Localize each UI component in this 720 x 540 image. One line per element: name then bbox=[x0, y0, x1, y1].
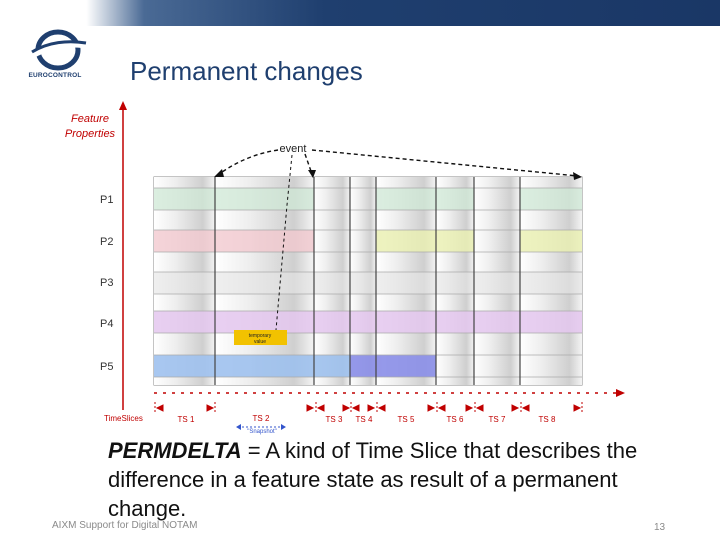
p4-band bbox=[154, 311, 582, 333]
permdelta-description: PERMDELTA = A kind of Time Slice that de… bbox=[108, 436, 688, 523]
column-separators bbox=[214, 177, 521, 385]
page-title: Permanent changes bbox=[130, 56, 363, 86]
timeslice-label-ts3: TS 3 bbox=[326, 415, 343, 424]
y-axis-label-line2: Properties bbox=[65, 128, 116, 140]
temporary-label-line1: temporary bbox=[249, 333, 272, 339]
property-label-p4: P4 bbox=[100, 318, 113, 330]
permdelta-definition: = A kind of Time Slice that describes th… bbox=[108, 438, 638, 521]
temporary-arrow bbox=[275, 154, 293, 331]
timeslice-label-ts5: TS 5 bbox=[398, 415, 415, 424]
event-arrowheads bbox=[214, 169, 582, 180]
timeslice-label-ts2: TS 2 bbox=[253, 414, 270, 423]
top-banner bbox=[0, 0, 720, 26]
property-label-p1: P1 bbox=[100, 194, 113, 206]
p2-band bbox=[154, 230, 582, 252]
event-label: event bbox=[280, 143, 307, 155]
property-label-p2: P2 bbox=[100, 236, 113, 248]
property-label-p3: P3 bbox=[100, 277, 113, 289]
p1-band bbox=[154, 188, 582, 210]
eurocontrol-logo-icon bbox=[30, 29, 88, 71]
timeslice-markers bbox=[154, 402, 583, 414]
y-axis-label-line1: Feature bbox=[71, 113, 109, 125]
temporary-value-box bbox=[234, 330, 287, 345]
timeslice-diagram: Feature Properties bbox=[65, 101, 625, 435]
footer-text: AIXM Support for Digital NOTAM bbox=[52, 520, 198, 531]
event-arrows bbox=[217, 149, 579, 177]
property-label-p5: P5 bbox=[100, 361, 113, 373]
timeslice-label-ts6: TS 6 bbox=[447, 415, 464, 424]
page-number: 13 bbox=[654, 522, 666, 533]
timeslice-label-ts1: TS 1 bbox=[178, 415, 195, 424]
snapshot-label: "Snapshot" bbox=[247, 429, 277, 435]
snapshot-marker bbox=[236, 424, 286, 430]
p5-band bbox=[154, 355, 436, 377]
timeslice-label-ts8: TS 8 bbox=[539, 415, 556, 424]
row-gridlines bbox=[154, 187, 582, 378]
logo-text: EUROCONTROL bbox=[28, 72, 82, 79]
temporary-label-line2: value bbox=[254, 339, 266, 345]
time-axis-arrow bbox=[616, 389, 625, 397]
y-axis-arrow bbox=[119, 101, 127, 110]
timeslice-label-ts4: TS 4 bbox=[356, 415, 373, 424]
permdelta-term: PERMDELTA bbox=[108, 438, 242, 463]
timeslices-label: TimeSlices bbox=[104, 414, 143, 423]
timeslice-label-ts7: TS 7 bbox=[489, 415, 506, 424]
p3-band bbox=[154, 272, 582, 294]
